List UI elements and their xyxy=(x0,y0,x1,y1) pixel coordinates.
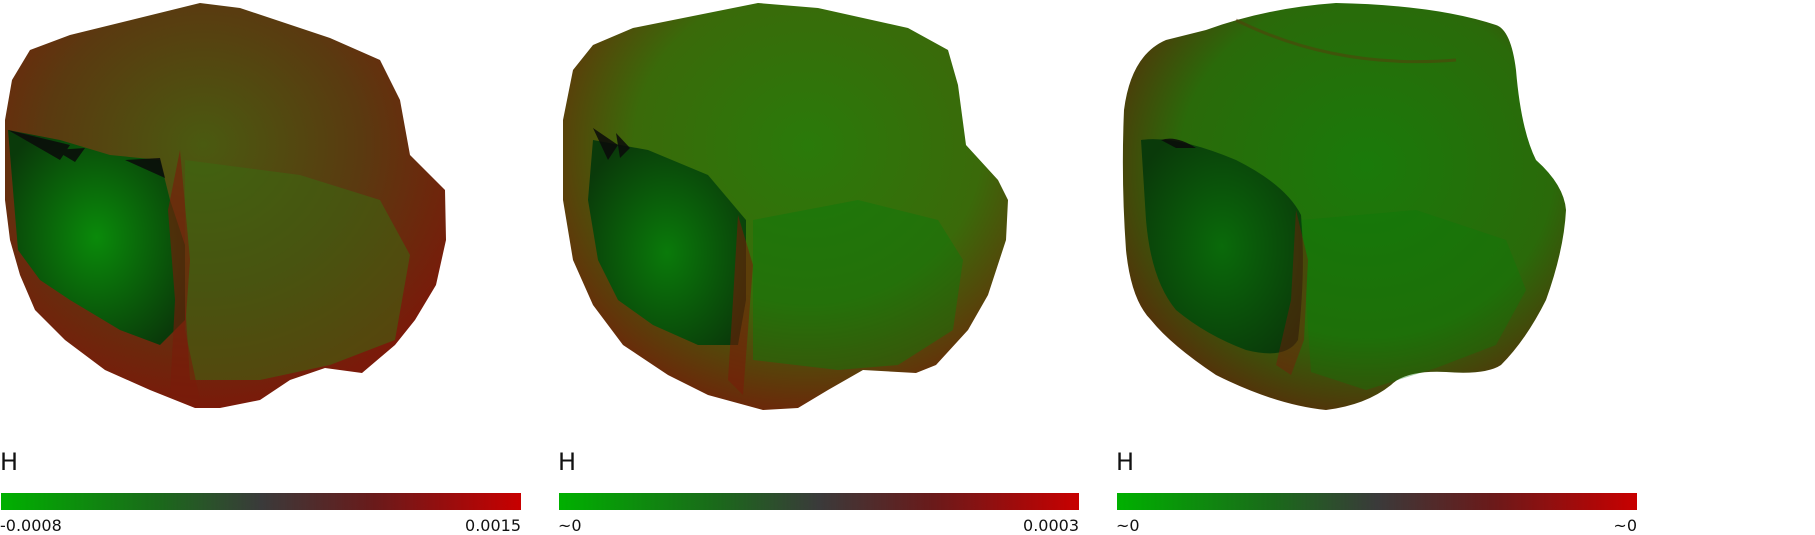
panel-3: H ~0 ~0 xyxy=(1116,0,1656,535)
colorbar-title: H xyxy=(0,448,19,476)
colorbar-min-label: ~0 xyxy=(1116,516,1140,535)
colorbar-max-label: 0.0015 xyxy=(465,516,521,535)
colorbar-max-label: ~0 xyxy=(1613,516,1637,535)
colorbar-min-label: ~0 xyxy=(558,516,582,535)
mesh-shape-3 xyxy=(1122,3,1566,410)
mesh-shape-2 xyxy=(563,3,1008,410)
panel-2: H ~0 0.0003 xyxy=(558,0,1098,535)
colorbar-title: H xyxy=(1116,448,1135,476)
mesh-shape-1 xyxy=(5,3,446,408)
colorbar xyxy=(1,493,521,510)
panel-1: H -0.0008 0.0015 xyxy=(0,0,540,535)
colorbar xyxy=(1117,493,1637,510)
colorbar-max-label: 0.0003 xyxy=(1023,516,1079,535)
colorbar-min-label: -0.0008 xyxy=(0,516,62,535)
colorbar xyxy=(559,493,1079,510)
colorbar-title: H xyxy=(558,448,577,476)
